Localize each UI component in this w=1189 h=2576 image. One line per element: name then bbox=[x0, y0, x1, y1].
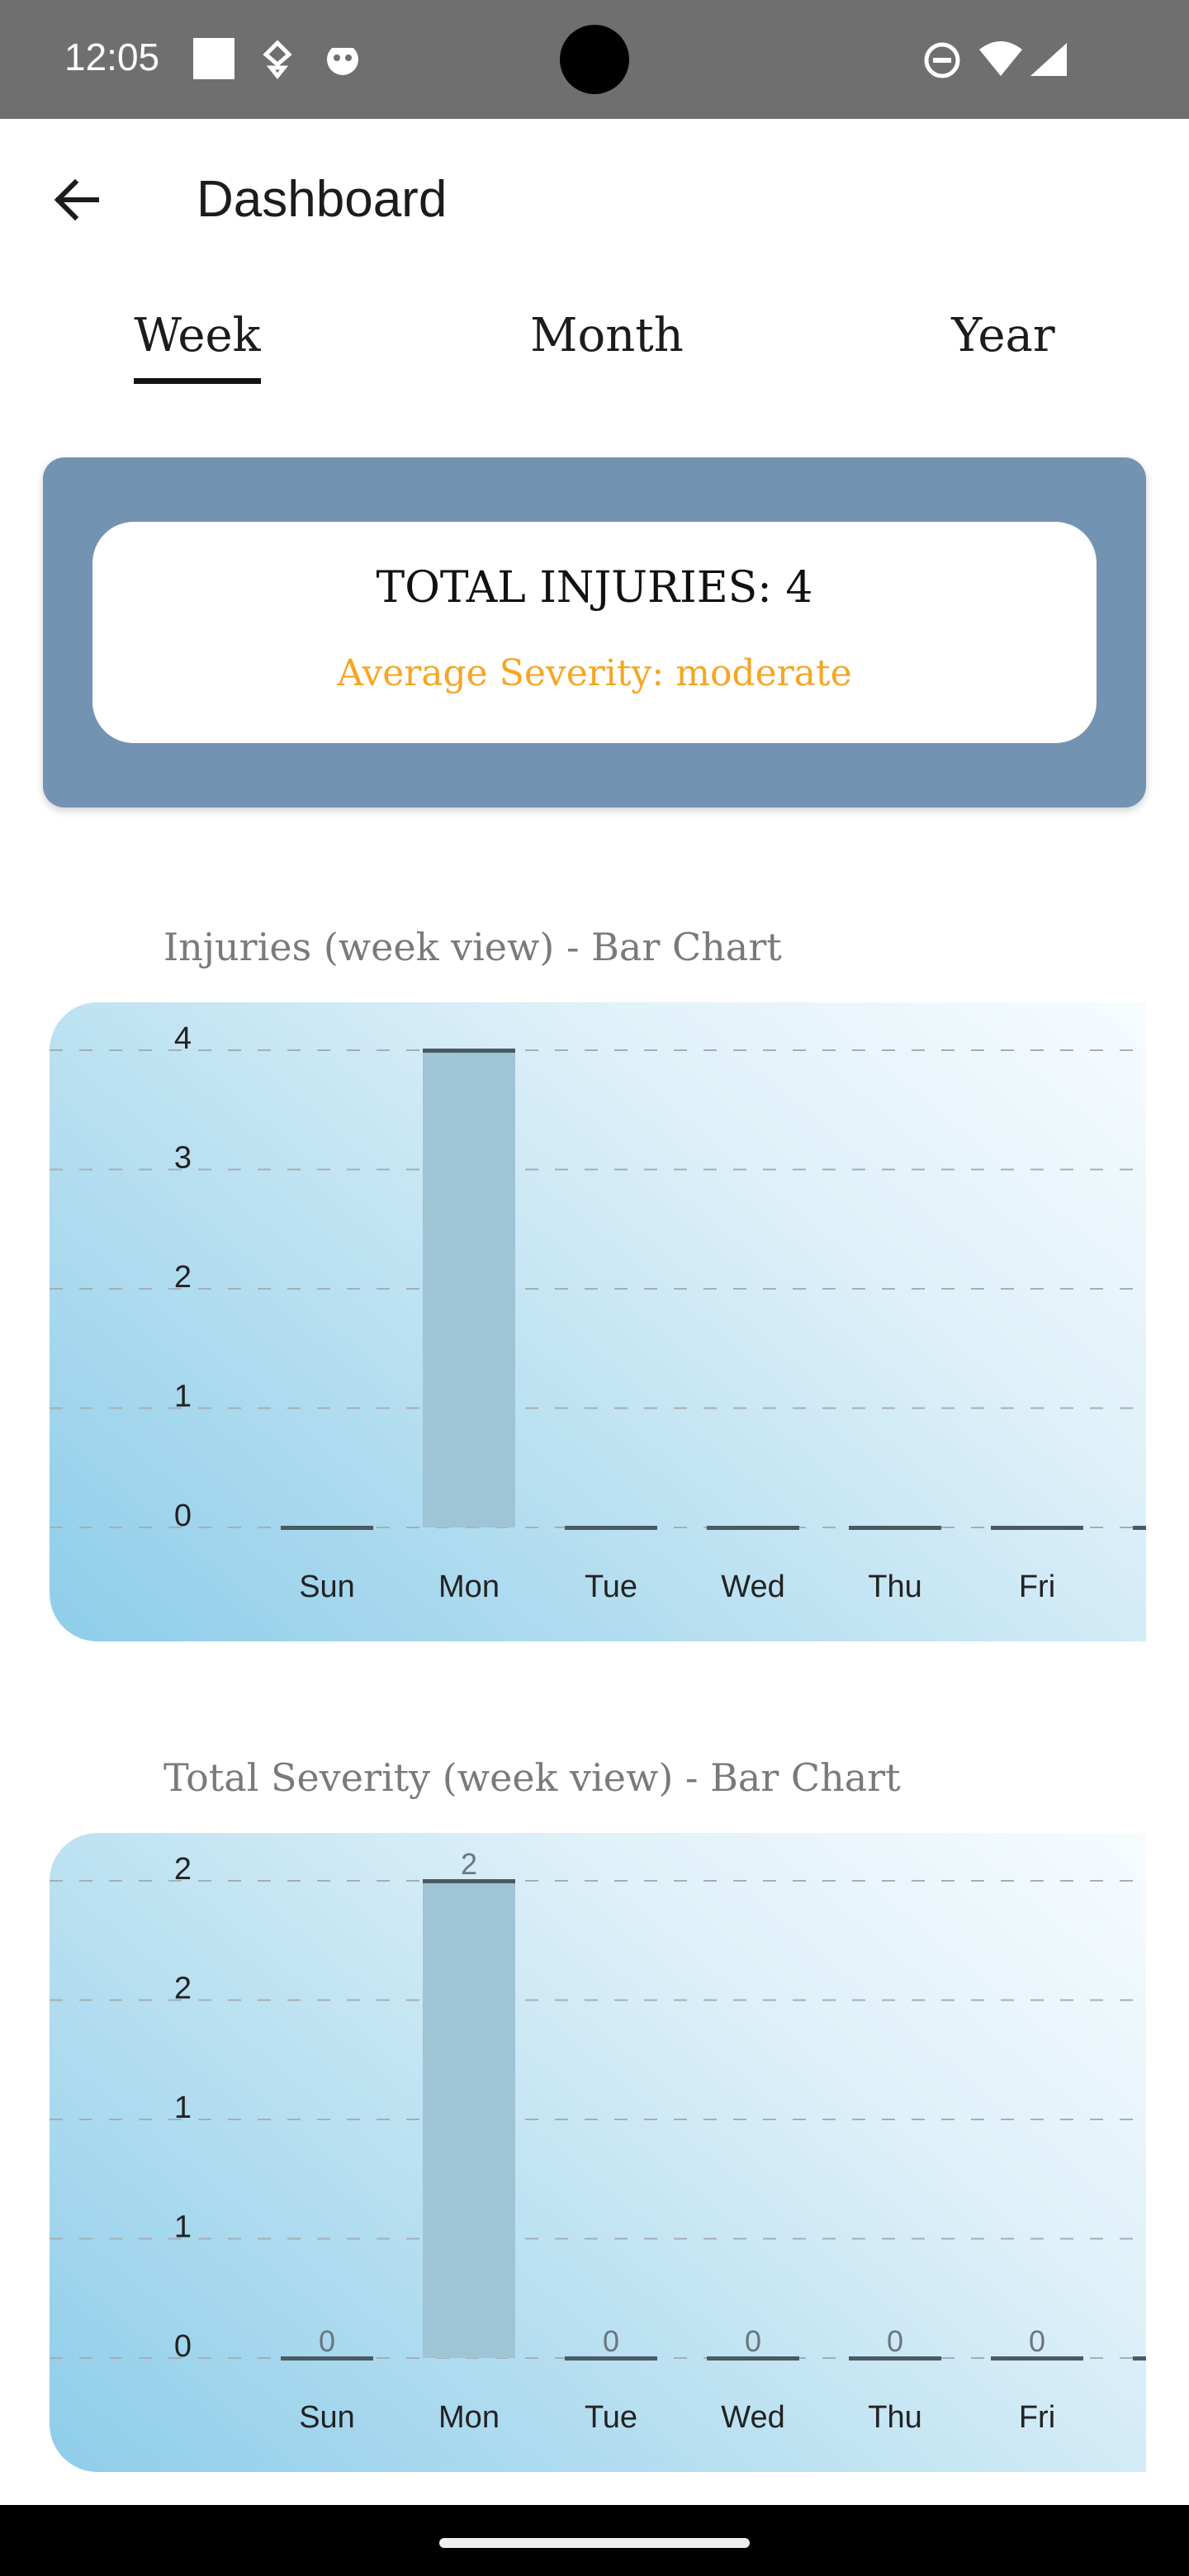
injuries-bar-chart: 0 1 2 3 4 Sun Mon Tue Wed Thu Fri bbox=[50, 1002, 1146, 1641]
x-tick-label: Sun bbox=[299, 2400, 355, 2435]
page-title: Dashboard bbox=[197, 171, 448, 228]
x-tick-label: Tue bbox=[585, 1570, 637, 1604]
data-label: 0 bbox=[319, 2324, 335, 2358]
chart-svg: 0 1 1 2 2 Sun 0 Mon 2 Tue 0 Wed 0 Thu 0 Fri 0 bbox=[50, 1847, 1146, 2435]
bar-cap-sun bbox=[281, 1526, 373, 1530]
status-time: 12:05 bbox=[64, 36, 160, 78]
bar-cap-thu bbox=[849, 2356, 941, 2361]
app-bar: Dashboard bbox=[0, 119, 1189, 284]
average-severity-label: Average Severity: moderate bbox=[337, 652, 852, 694]
camera-cutout bbox=[560, 25, 629, 94]
y-tick-label: 0 bbox=[174, 2329, 192, 2364]
bar-cap-partial bbox=[1133, 1526, 1146, 1530]
x-tick-label: Mon bbox=[438, 1570, 500, 1604]
status-bar: 12:05 bbox=[0, 0, 1189, 119]
arrow-back-icon bbox=[50, 174, 102, 230]
tab-week[interactable]: Week bbox=[134, 309, 261, 362]
tab-bar: Week Month Year bbox=[0, 284, 1189, 391]
x-tick-label: Mon bbox=[438, 2400, 500, 2435]
bar-cap-mon bbox=[423, 1049, 515, 1053]
back-button[interactable] bbox=[40, 165, 112, 238]
summary-inner-card: TOTAL INJURIES: 4 Average Severity: mode… bbox=[92, 522, 1097, 743]
y-tick-label: 1 bbox=[174, 2091, 192, 2125]
tab-indicator bbox=[134, 378, 261, 384]
signal-icon bbox=[1027, 41, 1068, 82]
total-injuries-label: TOTAL INJURIES: 4 bbox=[376, 563, 813, 613]
data-label: 0 bbox=[745, 2324, 761, 2358]
bar-cap-fri bbox=[991, 2356, 1083, 2361]
chart-svg: 0 1 2 3 4 Sun Mon Tue Wed Thu Fri bbox=[50, 1021, 1146, 1604]
bar-cap-mon bbox=[423, 1879, 515, 1883]
x-tick-label: Thu bbox=[868, 1570, 921, 1604]
injuries-chart-title: Injuries (week view) - Bar Chart bbox=[163, 925, 782, 969]
debug-notification-icon bbox=[261, 40, 294, 83]
bar-cap-sun bbox=[281, 2356, 373, 2361]
x-tick-label: Thu bbox=[868, 2400, 921, 2435]
x-tick-label: Wed bbox=[721, 1570, 784, 1604]
android-notification-icon bbox=[322, 36, 363, 82]
y-tick-label: 1 bbox=[174, 1380, 192, 1414]
data-label: 0 bbox=[1029, 2324, 1045, 2358]
y-tick-label: 3 bbox=[174, 1141, 192, 1176]
severity-bar-chart: 0 1 1 2 2 Sun 0 Mon 2 Tue 0 Wed 0 Thu 0 Fri 0 bbox=[50, 1833, 1146, 2472]
x-tick-label: Sun bbox=[299, 1570, 355, 1604]
summary-card: TOTAL INJURIES: 4 Average Severity: mode… bbox=[43, 457, 1146, 807]
y-tick-label: 4 bbox=[174, 1021, 192, 1056]
tab-year[interactable]: Year bbox=[951, 309, 1055, 362]
bar-cap-wed bbox=[707, 1526, 799, 1530]
bar-cap-thu bbox=[849, 1526, 941, 1530]
bar-mon bbox=[423, 1881, 515, 2358]
bar-cap-partial bbox=[1133, 2356, 1146, 2361]
do-not-disturb-icon bbox=[923, 41, 961, 83]
bar-cap-tue bbox=[565, 1526, 657, 1530]
data-label: 0 bbox=[887, 2324, 903, 2358]
y-tick-label: 1 bbox=[174, 2210, 192, 2245]
bar-mon bbox=[423, 1050, 515, 1527]
bar-cap-fri bbox=[991, 1526, 1083, 1530]
bar-cap-tue bbox=[565, 2356, 657, 2361]
tab-month[interactable]: Month bbox=[530, 309, 684, 362]
x-tick-label: Fri bbox=[1019, 1570, 1055, 1604]
y-tick-label: 0 bbox=[174, 1499, 192, 1533]
severity-chart-title: Total Severity (week view) - Bar Chart bbox=[163, 1755, 901, 1800]
x-tick-label: Wed bbox=[721, 2400, 784, 2435]
y-tick-label: 2 bbox=[174, 1852, 192, 1887]
y-tick-label: 2 bbox=[174, 1260, 192, 1295]
bar-cap-wed bbox=[707, 2356, 799, 2361]
data-label: 2 bbox=[461, 1847, 477, 1881]
home-gesture-handle[interactable] bbox=[439, 2538, 750, 2548]
x-tick-label: Tue bbox=[585, 2400, 637, 2435]
x-tick-label: Fri bbox=[1019, 2400, 1055, 2435]
navigation-bar bbox=[0, 2505, 1189, 2576]
square-notification-icon bbox=[192, 36, 236, 85]
wifi-icon bbox=[978, 40, 1024, 82]
y-tick-label: 2 bbox=[174, 1972, 192, 2006]
data-label: 0 bbox=[603, 2324, 619, 2358]
